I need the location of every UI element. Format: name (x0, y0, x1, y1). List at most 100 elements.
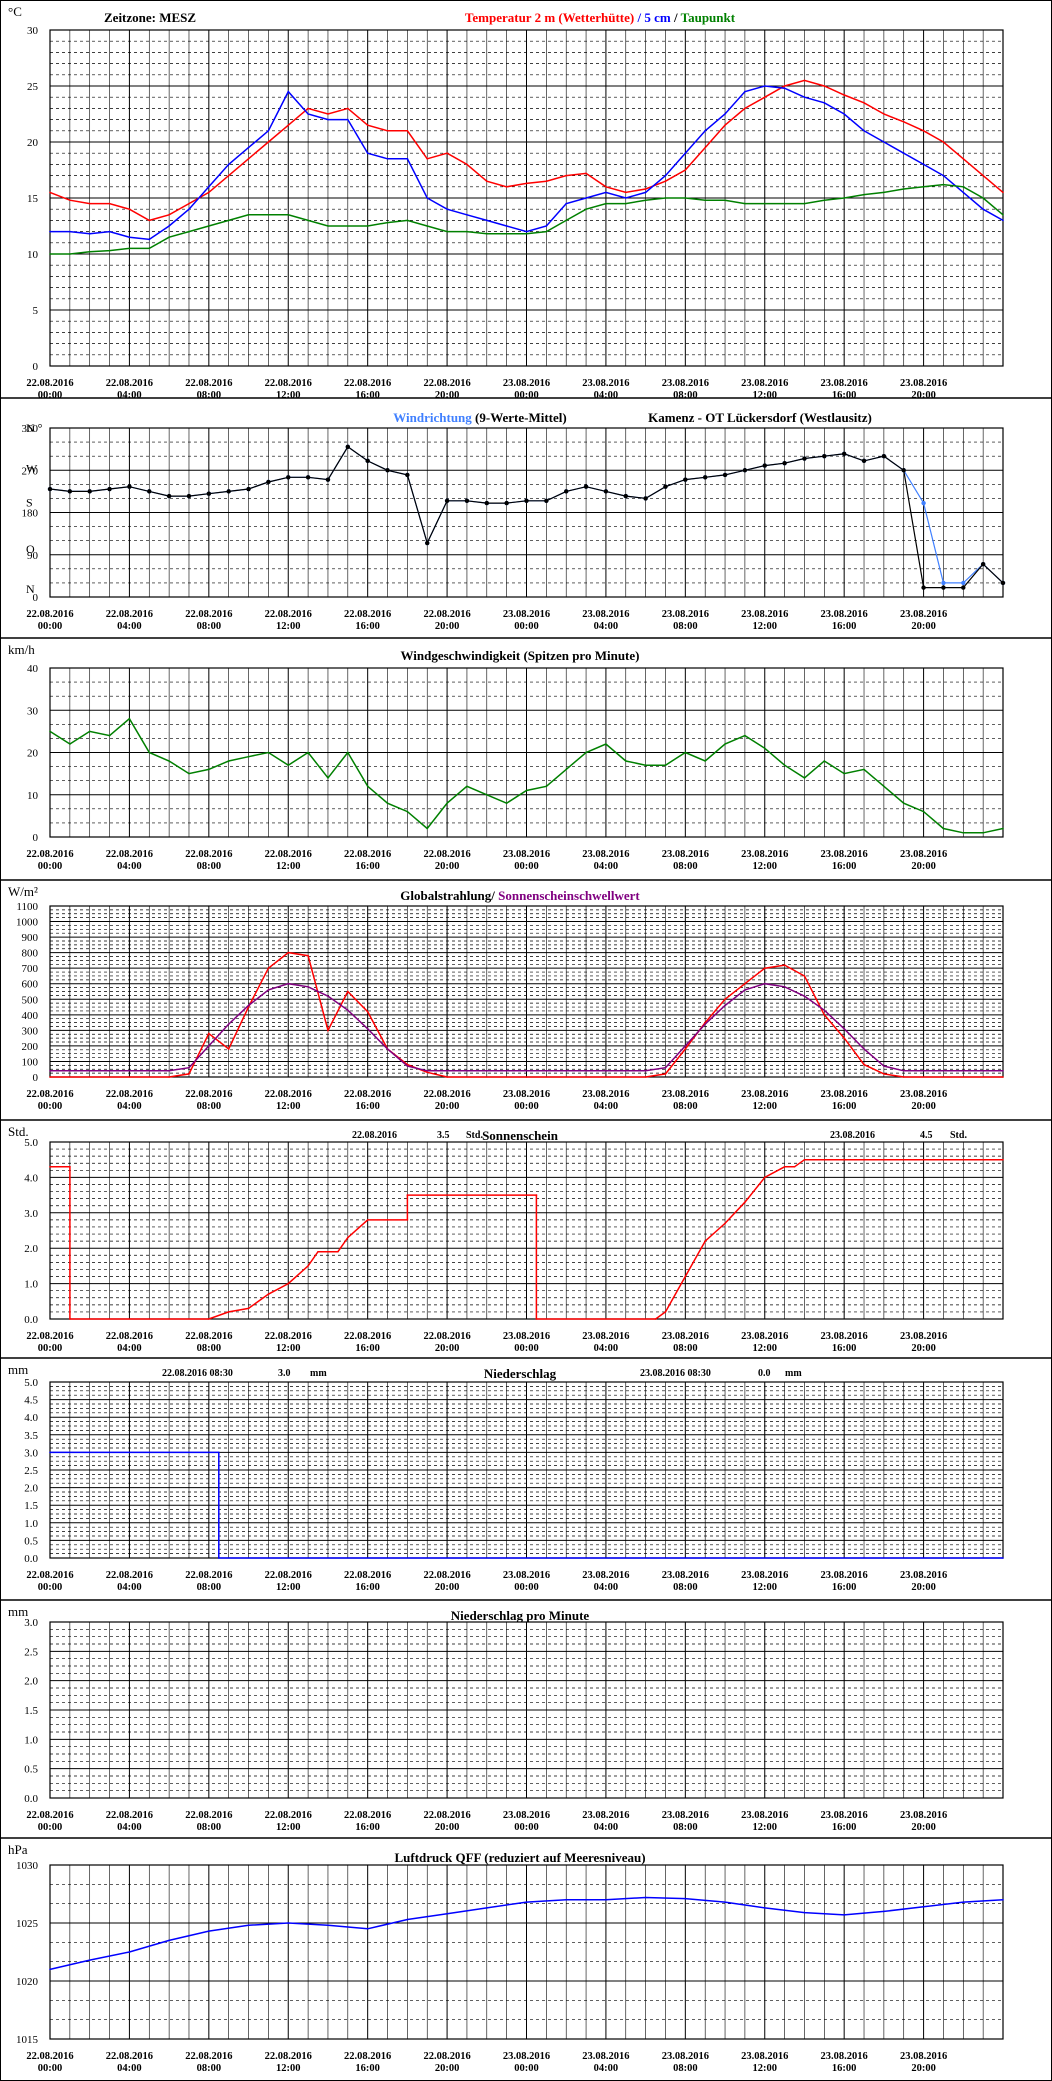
data-point (783, 202, 786, 205)
x-tick-time: 04:00 (117, 861, 142, 872)
x-tick-time: 16:00 (355, 1582, 380, 1593)
data-point (724, 113, 726, 115)
x-tick-date: 22.08.2016 (106, 609, 153, 620)
data-point (168, 760, 170, 762)
data-point (803, 96, 806, 98)
x-tick-time: 00:00 (514, 621, 539, 632)
data-point (535, 1318, 538, 1320)
x-tick-time: 08:00 (673, 1822, 698, 1833)
data-point (922, 130, 925, 132)
x-tick-time: 08:00 (673, 1343, 698, 1354)
data-point (902, 121, 905, 123)
data-point (1002, 1899, 1004, 1901)
data-point (69, 1165, 71, 1168)
x-tick-time: 12:00 (753, 1822, 778, 1833)
timezone-label: Zeitzone: MESZ (104, 10, 196, 25)
x-tick-date: 22.08.2016 (344, 2051, 391, 2062)
unit-label: mm (8, 1362, 28, 1377)
data-point (863, 102, 865, 104)
day-label-unit: mm (785, 1368, 802, 1379)
data-point (803, 975, 806, 977)
x-tick-date: 22.08.2016 (106, 378, 153, 389)
x-tick-date: 23.08.2016 (662, 1089, 709, 1100)
data-point (446, 152, 448, 154)
x-tick-date: 22.08.2016 (26, 1089, 73, 1100)
data-point (664, 764, 667, 766)
chart-title: Luftdruck QFF (reduziert auf Meeresnivea… (394, 1850, 645, 1865)
x-tick-date: 23.08.2016 (821, 1810, 868, 1821)
data-point (763, 202, 766, 205)
x-tick-time: 08:00 (673, 2063, 698, 2074)
data-point (128, 717, 131, 720)
y-tick-label: 0 (33, 592, 39, 604)
data-point (426, 827, 429, 830)
data-point (525, 1069, 528, 1072)
day-label-unit: Std. (466, 1130, 483, 1141)
data-point (922, 1905, 925, 1908)
data-point (922, 186, 925, 188)
data-point (565, 219, 568, 222)
data-point (287, 124, 290, 126)
data-point (843, 94, 845, 96)
series-line (50, 982, 1003, 1072)
x-tick-time: 12:00 (276, 1582, 301, 1593)
data-point (307, 107, 309, 110)
x-tick-time: 20:00 (435, 1582, 460, 1593)
y-tick-label: 0 (33, 832, 39, 844)
data-point (843, 1028, 845, 1030)
x-tick-date: 23.08.2016 (503, 1810, 550, 1821)
x-tick-time: 00:00 (514, 1101, 539, 1112)
x-tick-date: 22.08.2016 (26, 849, 73, 860)
data-point (366, 1219, 369, 1221)
x-tick-time: 16:00 (355, 390, 380, 401)
y-tick-label: 600 (22, 979, 39, 991)
data-point (49, 1069, 51, 1072)
x-tick-time: 04:00 (117, 390, 142, 401)
data-point (565, 768, 568, 771)
data-point (327, 1924, 329, 1927)
x-tick-date: 22.08.2016 (265, 2051, 312, 2062)
x-tick-date: 23.08.2016 (582, 849, 629, 860)
y-tick-label: 500 (22, 994, 39, 1006)
data-point (307, 986, 309, 988)
data-point (317, 1250, 319, 1253)
x-tick-date: 23.08.2016 (662, 1810, 709, 1821)
y-tick-label: 20 (27, 137, 39, 149)
x-tick-date: 22.08.2016 (265, 378, 312, 389)
data-point (545, 230, 548, 233)
x-tick-date: 23.08.2016 (741, 2051, 788, 2062)
data-point (843, 1037, 845, 1039)
y-tick-label: 1.0 (24, 1518, 38, 1530)
x-tick-date: 23.08.2016 (662, 609, 709, 620)
x-tick-time: 16:00 (832, 861, 857, 872)
x-tick-time: 16:00 (355, 2063, 380, 2074)
x-tick-date: 22.08.2016 (423, 1570, 470, 1581)
y-tick-label: 20 (27, 748, 39, 760)
data-point (108, 249, 111, 252)
x-tick-date: 22.08.2016 (26, 1570, 73, 1581)
data-point (466, 230, 468, 233)
x-tick-time: 12:00 (276, 861, 301, 872)
data-point (217, 1557, 220, 1559)
data-point (525, 1076, 528, 1078)
data-point (585, 197, 587, 199)
x-tick-date: 22.08.2016 (344, 1570, 391, 1581)
x-tick-time: 00:00 (38, 861, 63, 872)
data-point (347, 225, 349, 227)
x-tick-time: 00:00 (38, 1343, 63, 1354)
x-tick-date: 23.08.2016 (503, 378, 550, 389)
data-point (208, 1045, 210, 1047)
data-point (883, 141, 885, 143)
data-point (803, 79, 806, 82)
y-tick-label: 3.0 (24, 1617, 38, 1629)
data-point (347, 751, 349, 754)
x-tick-time: 00:00 (38, 621, 63, 632)
x-tick-date: 22.08.2016 (423, 2051, 470, 2062)
data-point (744, 989, 746, 991)
y-tick-label: 300 (22, 1025, 39, 1037)
data-point (744, 90, 746, 93)
data-point (525, 233, 528, 235)
y-tick-label: 400 (22, 1010, 39, 1022)
data-point (485, 180, 488, 182)
x-tick-date: 23.08.2016 (821, 1089, 868, 1100)
